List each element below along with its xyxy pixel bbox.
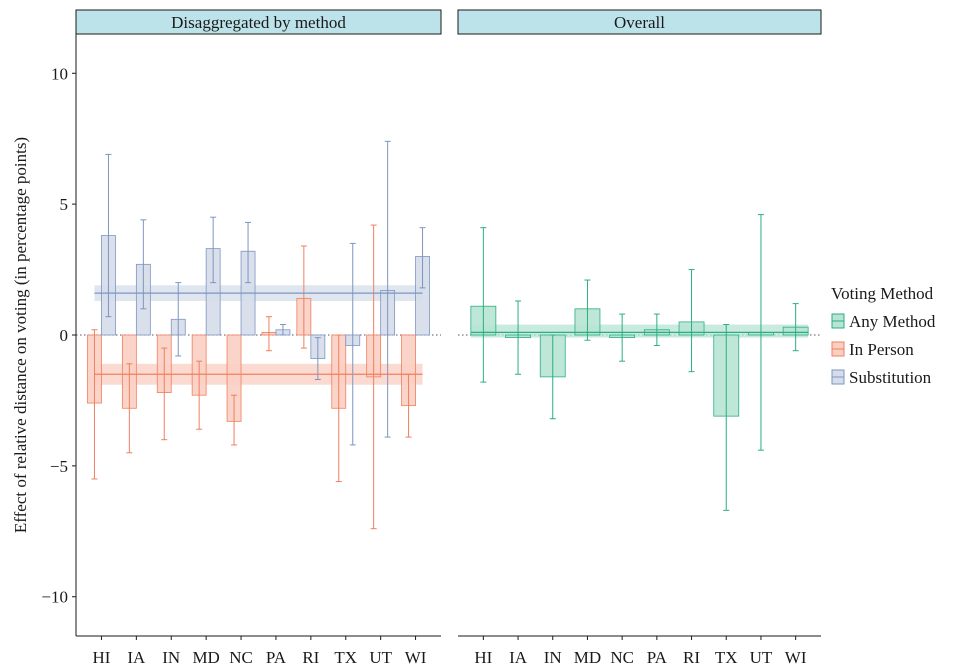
y-tick-label: −10 bbox=[41, 588, 68, 607]
x-tick-label-pa: PA bbox=[266, 648, 287, 667]
x-tick-label-nc: NC bbox=[610, 648, 634, 667]
panel-title-disaggregated: Disaggregated by method bbox=[171, 13, 346, 32]
x-tick-label-ia: IA bbox=[509, 648, 528, 667]
x-tick-label-hi: HI bbox=[92, 648, 110, 667]
legend-title: Voting Method bbox=[831, 284, 934, 303]
x-tick-label-ut: UT bbox=[369, 648, 392, 667]
y-axis-title: Effect of relative distance on voting (i… bbox=[11, 137, 30, 533]
x-tick-label-tx: TX bbox=[715, 648, 738, 667]
x-tick-label-ri: RI bbox=[683, 648, 700, 667]
x-tick-label-hi: HI bbox=[474, 648, 492, 667]
x-tick-label-ri: RI bbox=[302, 648, 319, 667]
y-tick-label: 10 bbox=[51, 64, 68, 83]
y-tick-label: 5 bbox=[60, 195, 69, 214]
x-tick-labels-right: HI IA IN MD NC PA RI TX UT WI bbox=[474, 636, 807, 667]
x-tick-label-md: MD bbox=[574, 648, 601, 667]
plot-area-overall bbox=[458, 214, 821, 511]
y-tick-labels: −10 −5 0 5 10 bbox=[41, 64, 76, 607]
y-tick-label: −5 bbox=[50, 457, 68, 476]
x-tick-label-pa: PA bbox=[647, 648, 668, 667]
x-tick-label-wi: WI bbox=[785, 648, 807, 667]
legend-label-substitution: Substitution bbox=[849, 368, 932, 387]
x-tick-label-tx: TX bbox=[334, 648, 357, 667]
x-tick-label-nc: NC bbox=[229, 648, 253, 667]
plot-area-disaggregated bbox=[76, 140, 441, 530]
x-tick-label-in: IN bbox=[544, 648, 562, 667]
strip-overall bbox=[457, 9, 822, 35]
x-tick-label-wi: WI bbox=[405, 648, 427, 667]
strip-disaggregated bbox=[75, 9, 442, 35]
pooled-band-any-method bbox=[470, 324, 809, 338]
y-tick-label: 0 bbox=[60, 326, 69, 345]
panel-overall: Overall HI IA IN MD NC PA RI TX UT WI bbox=[457, 9, 822, 667]
x-tick-label-ia: IA bbox=[127, 648, 146, 667]
x-tick-label-ut: UT bbox=[750, 648, 773, 667]
x-tick-label-md: MD bbox=[192, 648, 219, 667]
x-tick-labels-left: HI IA IN MD NC PA RI TX UT WI bbox=[92, 636, 427, 667]
panel-title-overall: Overall bbox=[614, 13, 665, 32]
x-tick-label-in: IN bbox=[162, 648, 180, 667]
legend-label-in-person: In Person bbox=[849, 340, 914, 359]
legend: Voting Method Any Method In Person Substit… bbox=[831, 284, 936, 387]
panel-disaggregated: Disaggregated by method HI IA IN MD NC PA RI TX… bbox=[41, 9, 442, 667]
legend-label-any-method: Any Method bbox=[849, 312, 936, 331]
